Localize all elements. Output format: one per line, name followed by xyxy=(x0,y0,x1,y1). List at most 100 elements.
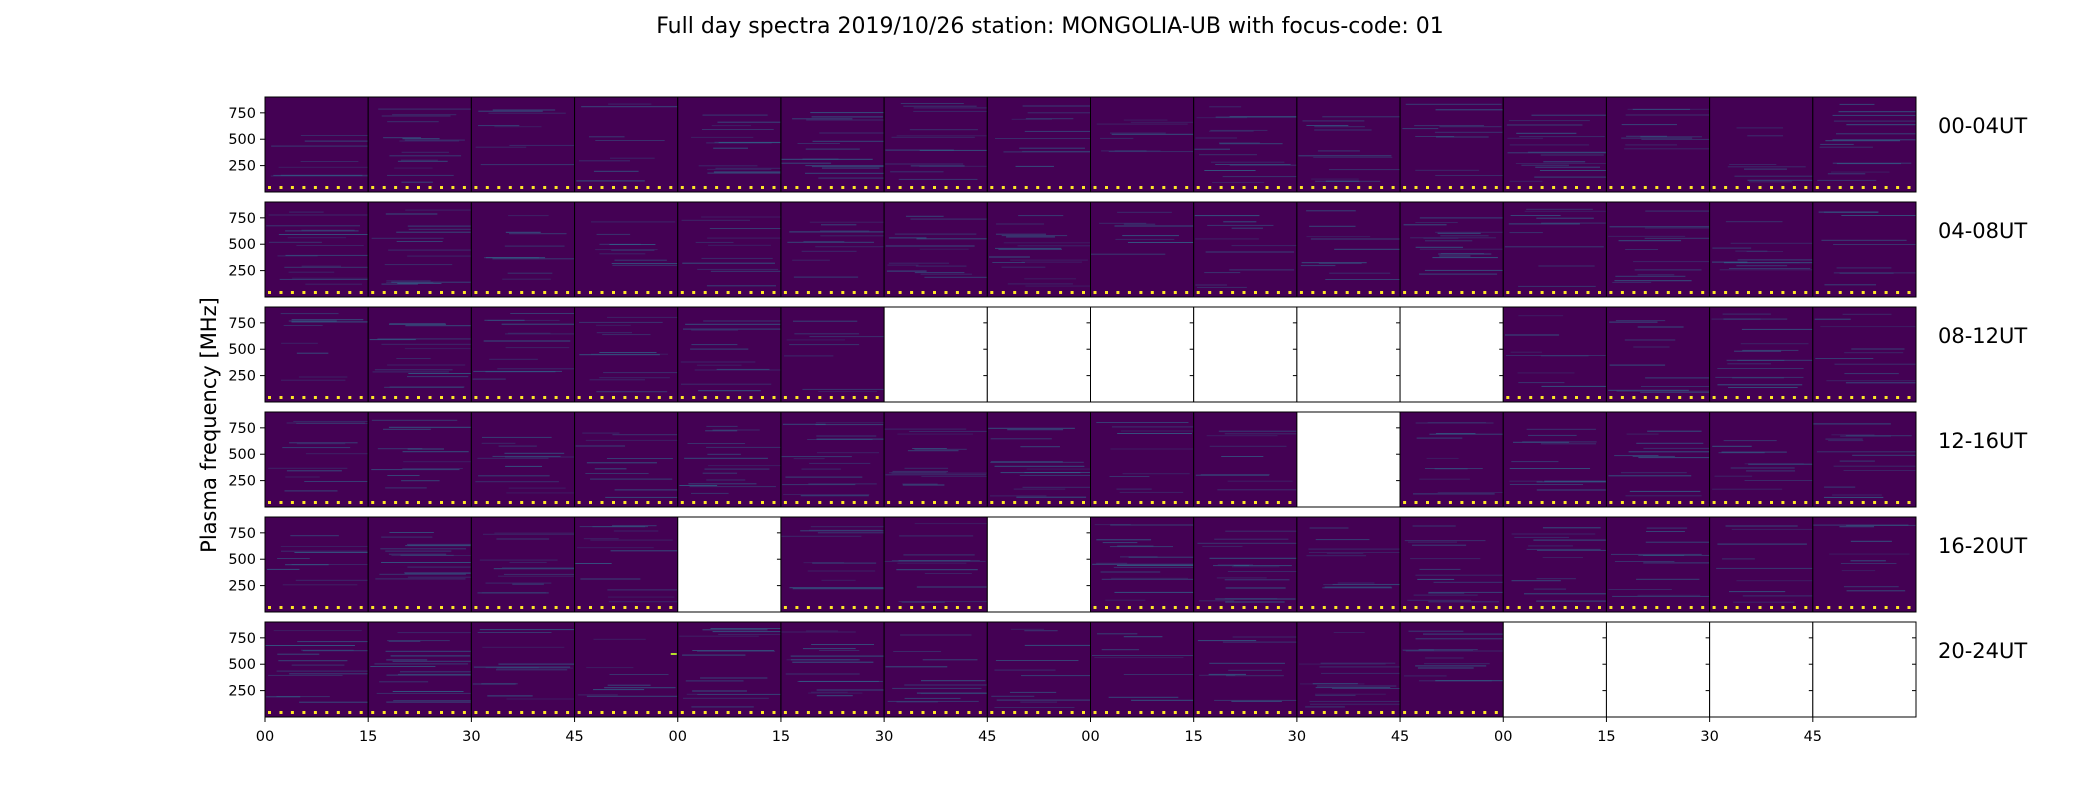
marker-dot xyxy=(715,711,719,714)
spectral-stripe xyxy=(698,390,761,392)
marker-dot xyxy=(738,711,742,714)
spectral-stripe xyxy=(1637,274,1675,276)
spectral-stripe xyxy=(1535,166,1601,168)
marker-dot xyxy=(864,186,868,189)
spectral-stripe xyxy=(1640,391,1710,393)
spectral-stripe xyxy=(1833,120,1916,122)
marker-dot xyxy=(1804,396,1808,399)
spectral-stripe xyxy=(504,333,575,335)
spectral-stripe xyxy=(1435,136,1489,138)
spectrum-panel xyxy=(1090,621,1195,718)
marker-dot xyxy=(428,291,432,294)
marker-dot xyxy=(325,501,329,504)
marker-dot xyxy=(1781,396,1785,399)
spectral-stripe xyxy=(1100,571,1161,573)
spectrum-background xyxy=(1812,202,1916,297)
spectral-stripe xyxy=(1715,376,1804,378)
spectral-stripe xyxy=(903,554,975,556)
marker-dot xyxy=(1254,501,1257,504)
spectral-stripe xyxy=(1318,263,1362,264)
spectral-stripe xyxy=(690,492,729,494)
spectral-stripe xyxy=(1419,248,1504,250)
marker-dot xyxy=(1013,186,1017,189)
spectral-stripe xyxy=(296,422,369,424)
marker-dot xyxy=(1460,501,1464,504)
spectral-stripe xyxy=(596,332,633,334)
marker-dot xyxy=(738,186,742,189)
marker-dot xyxy=(1884,291,1888,294)
spectral-stripe xyxy=(1510,351,1542,353)
spectral-stripe xyxy=(1524,210,1607,212)
spectral-stripe xyxy=(1737,259,1813,261)
spectral-stripe xyxy=(1815,358,1874,359)
spectral-stripe xyxy=(1326,553,1364,555)
spectral-stripe xyxy=(1717,543,1807,545)
marker-dot xyxy=(1815,291,1819,294)
marker-dot xyxy=(933,711,936,714)
spectral-stripe xyxy=(512,583,544,585)
spectral-stripe xyxy=(809,336,885,338)
spectral-stripe xyxy=(1528,545,1573,547)
spectral-stripe xyxy=(294,552,369,553)
spectral-stripe xyxy=(1637,326,1684,328)
spectral-stripe xyxy=(1723,440,1777,442)
spectral-stripe xyxy=(916,586,988,588)
marker-dot xyxy=(268,501,271,504)
marker-dot xyxy=(1678,396,1682,399)
marker-dot xyxy=(1850,606,1854,609)
spectral-stripe xyxy=(590,478,673,480)
marker-dot xyxy=(302,501,306,504)
marker-dot xyxy=(1724,396,1728,399)
spectral-stripe xyxy=(821,167,880,169)
marker-dot xyxy=(348,186,352,189)
marker-dot xyxy=(543,711,547,714)
marker-dot xyxy=(1139,501,1143,504)
spectral-stripe xyxy=(1742,349,1799,351)
marker-dot xyxy=(371,711,375,714)
marker-dot xyxy=(1357,186,1361,189)
spectral-stripe xyxy=(887,700,979,702)
spectral-stripe xyxy=(702,114,768,116)
spectral-stripe xyxy=(387,640,450,642)
spectral-stripe xyxy=(1306,210,1356,212)
spectrum-background xyxy=(1400,517,1504,612)
spectral-stripe xyxy=(399,671,472,673)
spectral-stripe xyxy=(924,276,988,278)
marker-dot xyxy=(417,186,420,189)
marker-dot xyxy=(577,396,581,399)
spectral-stripe xyxy=(896,135,988,137)
marker-dot xyxy=(1735,501,1739,504)
spectral-stripe xyxy=(1114,225,1194,227)
spectral-stripe xyxy=(1111,133,1194,135)
spectral-stripe xyxy=(691,706,754,708)
spectral-stripe xyxy=(591,221,676,223)
spectral-stripe xyxy=(586,667,634,669)
spectral-stripe xyxy=(1435,175,1504,176)
spectral-stripe xyxy=(1539,170,1607,171)
spectral-stripe xyxy=(494,532,575,534)
marker-dot xyxy=(1036,711,1040,714)
spectral-stripe xyxy=(702,472,738,474)
spectral-stripe xyxy=(912,448,947,449)
spectral-stripe xyxy=(797,143,840,144)
spectral-stripe xyxy=(792,118,853,120)
marker-dot xyxy=(852,186,856,189)
marker-dot xyxy=(1001,711,1005,714)
marker-dot xyxy=(646,396,650,399)
spectral-stripe xyxy=(1332,583,1401,585)
spectral-stripe xyxy=(1514,536,1570,538)
marker-dot xyxy=(1873,291,1877,294)
marker-dot xyxy=(910,291,914,294)
marker-dot xyxy=(612,186,615,189)
marker-dot xyxy=(497,186,501,189)
spectral-stripe xyxy=(408,228,472,230)
spectral-stripe xyxy=(1537,549,1607,551)
marker-dot xyxy=(921,186,925,189)
spectral-stripe xyxy=(994,138,1091,139)
marker-dot xyxy=(405,606,409,609)
spectral-stripe xyxy=(1123,636,1163,638)
marker-dot xyxy=(1712,501,1716,504)
spectrum-panel xyxy=(1605,201,1711,298)
spectral-stripe xyxy=(1509,180,1543,182)
